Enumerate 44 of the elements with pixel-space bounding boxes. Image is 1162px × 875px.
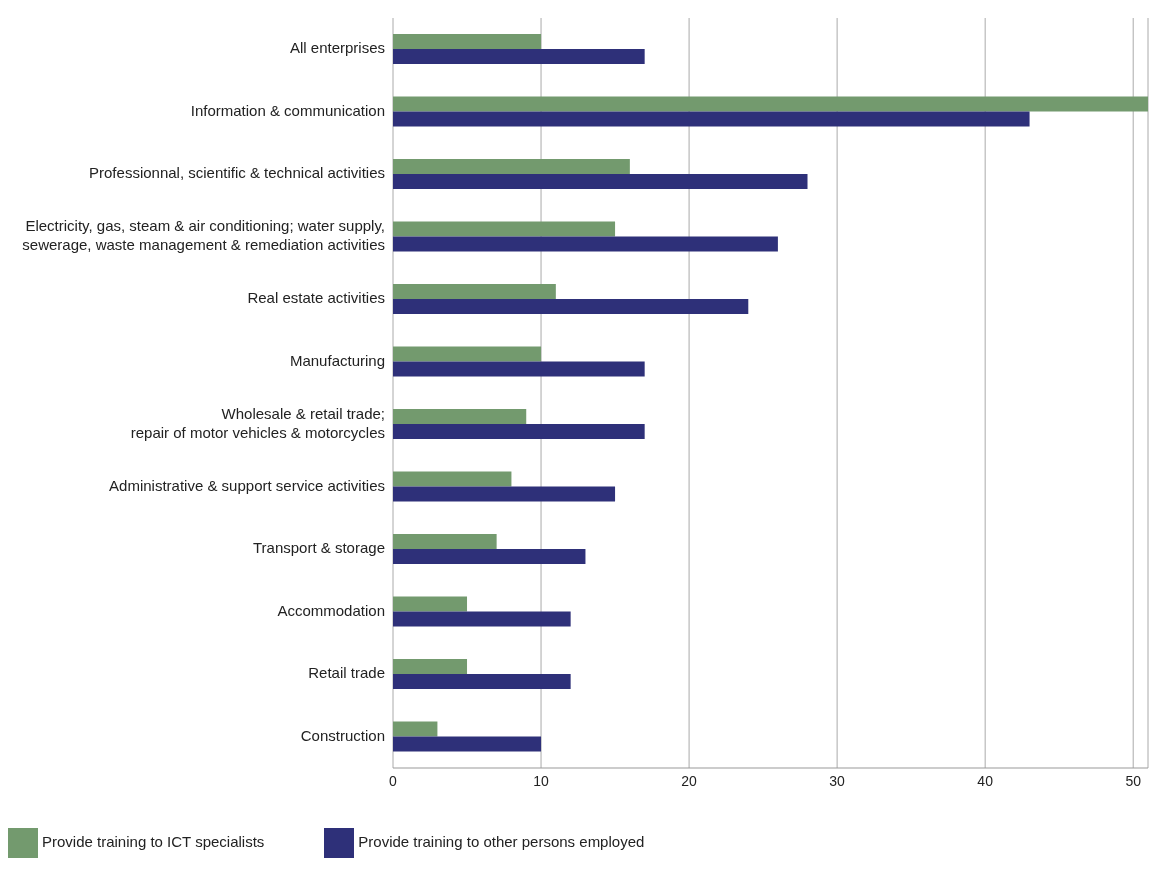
bar [393, 721, 438, 737]
bar [393, 299, 749, 314]
bar [393, 346, 542, 362]
x-tick-label: 40 [977, 772, 994, 789]
y-tick-label: Information & communication [190, 101, 385, 119]
bar [393, 674, 571, 689]
y-tick-label: Accommodation [277, 601, 385, 619]
y-tick-label: Construction [300, 726, 385, 744]
x-tick-label: 30 [829, 772, 846, 789]
bar [393, 409, 527, 424]
y-tick-label: Administrative & support service activities [109, 476, 385, 494]
x-tick-label: 20 [681, 772, 698, 789]
bar [393, 471, 512, 487]
bar [393, 596, 468, 612]
bar [393, 34, 542, 49]
bar [393, 424, 645, 439]
bar [393, 174, 808, 189]
bar [393, 159, 630, 174]
bar [393, 221, 616, 237]
bar [393, 549, 586, 564]
y-tick-label: Manufacturing [289, 351, 385, 369]
x-tick-label: 50 [1125, 772, 1142, 789]
bar [393, 96, 1148, 112]
y-tick-label: Professionnal, scientific & technical activities [89, 164, 385, 182]
y-tick-label: Retail trade [308, 664, 385, 682]
y-tick-label: Real estate activities [247, 289, 385, 307]
y-tick-label: All enterprises [289, 39, 385, 57]
x-tick-label: 10 [533, 772, 550, 789]
bar [393, 361, 645, 377]
y-tick-label: Wholesale & retail trade; repair of motor vehicles & motorcycles [130, 404, 385, 441]
bar [393, 736, 542, 752]
bar [393, 111, 1030, 127]
bar [393, 534, 497, 549]
bar [393, 611, 571, 627]
bar [393, 236, 778, 252]
legend-label: Provide training to ICT specialists [42, 832, 265, 850]
bar [393, 49, 645, 64]
y-tick-label: Electricity, gas, steam & air conditioning; water supply, sewerage, waste management & remediation activities [22, 217, 385, 254]
legend-label: Provide training to other persons employed [358, 832, 645, 850]
bar [393, 659, 468, 674]
y-tick-label: Transport & storage [252, 539, 385, 557]
bar [393, 284, 556, 299]
bar [393, 486, 616, 502]
x-tick-label: 0 [389, 772, 398, 789]
